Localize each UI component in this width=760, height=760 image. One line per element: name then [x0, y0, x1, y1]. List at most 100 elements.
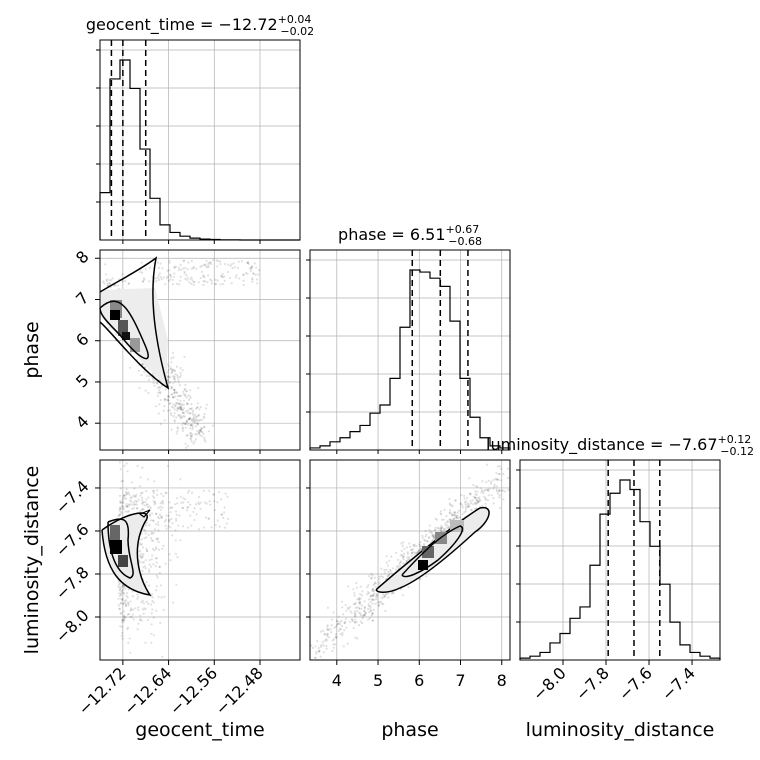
sample-point	[126, 505, 129, 508]
sample-point	[386, 564, 389, 567]
sample-point	[154, 557, 157, 560]
sample-point	[475, 485, 478, 488]
sample-point	[168, 376, 172, 379]
title-luminosity_distance: luminosity_distance = −7.67+0.12 −0.12	[486, 433, 754, 458]
sample-point	[121, 273, 124, 276]
sample-point	[166, 269, 169, 272]
sample-point	[110, 279, 113, 282]
sample-point	[154, 277, 157, 280]
sample-point	[378, 575, 381, 578]
sample-point	[159, 584, 162, 587]
sample-point	[188, 281, 191, 284]
sample-point	[118, 507, 122, 510]
sample-point	[212, 493, 215, 496]
sample-point	[432, 536, 436, 539]
sample-point	[170, 386, 173, 389]
sample-point	[127, 602, 130, 605]
sample-point	[124, 505, 127, 508]
sample-point	[134, 499, 137, 503]
sample-point	[179, 371, 182, 375]
sample-point	[169, 367, 172, 371]
sample-point	[441, 518, 444, 521]
sample-point	[197, 431, 201, 434]
sample-point	[392, 592, 395, 595]
sample-point	[170, 405, 173, 408]
contour-line	[401, 525, 464, 578]
sample-point	[190, 407, 193, 411]
x-axis-label-geocent_time: geocent_time	[135, 719, 264, 741]
sample-point	[182, 259, 185, 262]
sample-point	[120, 480, 123, 483]
sample-point	[163, 595, 166, 598]
sample-point	[496, 478, 499, 481]
sample-point	[447, 520, 450, 523]
y-axis-label-luminosity_distance: luminosity_distance	[21, 466, 43, 655]
sample-point	[453, 510, 456, 514]
sample-point	[140, 619, 143, 622]
sample-point	[179, 539, 182, 542]
sample-point	[439, 512, 442, 515]
sample-point	[347, 607, 350, 611]
sample-point	[144, 501, 147, 504]
sample-point	[148, 375, 151, 378]
sample-point	[119, 500, 122, 503]
sample-point	[122, 619, 125, 622]
sample-point	[355, 586, 359, 589]
sample-point	[170, 357, 173, 360]
sample-point	[337, 622, 340, 625]
sample-point	[402, 541, 405, 544]
sample-point	[487, 494, 490, 497]
sample-point	[400, 542, 403, 545]
sample-point	[474, 490, 477, 493]
sample-point	[161, 267, 164, 270]
sample-point	[183, 411, 186, 414]
sample-point	[166, 275, 169, 278]
sample-point	[476, 501, 479, 505]
sample-point	[186, 411, 190, 414]
sample-point	[152, 563, 155, 566]
sample-point	[126, 492, 129, 495]
sample-point	[160, 516, 163, 519]
sample-point	[160, 596, 163, 599]
sample-point	[181, 408, 185, 412]
sample-point	[199, 434, 202, 437]
sample-point	[358, 600, 361, 604]
sample-point	[163, 405, 166, 408]
sample-point	[470, 509, 473, 512]
sample-point	[244, 271, 248, 275]
x-tick-label: −12.72	[74, 663, 129, 718]
sample-point	[355, 621, 358, 624]
sample-point	[129, 615, 132, 619]
sample-point	[390, 592, 393, 595]
sample-point	[326, 633, 329, 636]
sample-point	[135, 500, 139, 503]
sample-point	[168, 259, 171, 262]
sample-point	[254, 273, 257, 276]
sample-point	[160, 516, 164, 519]
sample-point	[454, 512, 457, 515]
sample-point	[119, 501, 122, 504]
sample-point	[351, 618, 354, 621]
sample-point	[364, 611, 367, 615]
sample-point	[191, 420, 194, 423]
sample-point	[470, 501, 473, 505]
sample-point	[190, 260, 193, 263]
sample-point	[186, 389, 189, 393]
sample-point	[410, 548, 413, 552]
sample-point	[325, 647, 328, 650]
sample-point	[200, 427, 204, 430]
sample-point	[123, 585, 126, 589]
sample-point	[449, 503, 452, 506]
sample-point	[173, 377, 176, 380]
sample-point	[413, 545, 416, 548]
sample-point	[121, 280, 124, 283]
sample-point	[332, 638, 335, 641]
sample-point	[323, 633, 326, 636]
sample-point	[190, 267, 193, 270]
sample-point	[207, 265, 210, 269]
sample-point	[390, 572, 394, 575]
sample-point	[221, 276, 224, 279]
sample-point	[439, 527, 442, 530]
sample-point	[445, 526, 448, 529]
sample-point	[473, 496, 476, 499]
